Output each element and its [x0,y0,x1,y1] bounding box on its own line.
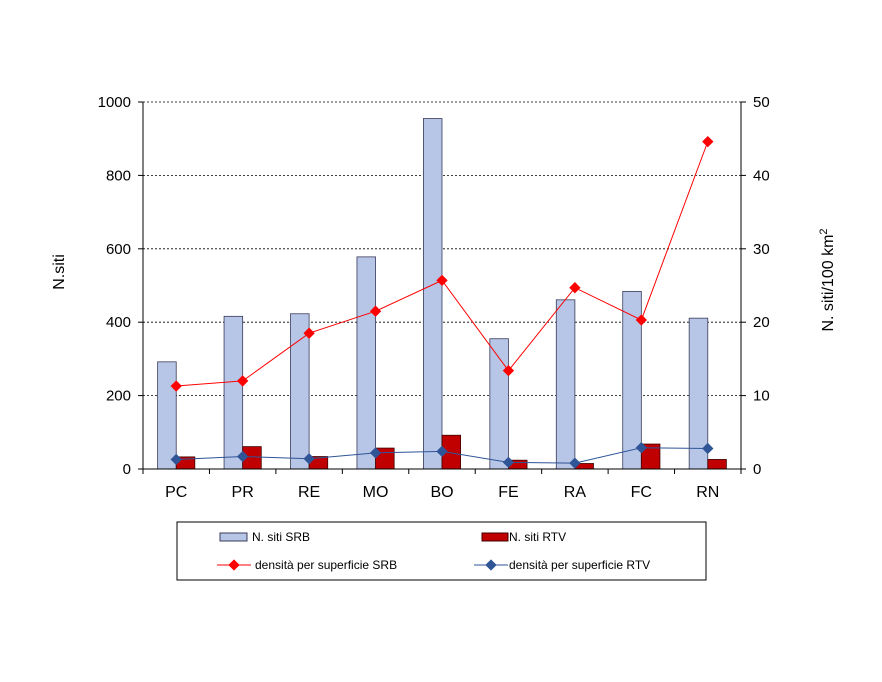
axes [142,102,742,470]
bar-srb [290,313,310,470]
x-tick-label: PR [232,484,254,501]
legend-marker-rtv-line [485,559,497,571]
x-axis-ticks: PC PR RE MO BO FE RA FC RN [142,469,742,501]
legend-box [176,521,707,581]
right-tick-label: 20 [753,314,770,331]
point-rtv [569,457,581,469]
y-left-axis-label: N.siti [51,254,68,290]
point-rtv [635,442,647,454]
x-tick-label: PC [165,484,187,501]
point-srb [635,314,647,326]
left-tick-label: 0 [123,461,131,478]
x-tick-label: MO [363,484,389,501]
point-srb [303,327,315,339]
point-rtv [369,447,382,459]
point-srb [237,375,249,387]
left-tick-label: 1000 [98,94,131,111]
legend-label-srb-line: densità per superficie SRB [255,558,397,572]
y-right-axis-label: N. siti/100 km2 [818,228,837,331]
point-rtv [436,445,448,458]
legend-marker-srb-line [228,559,240,571]
point-rtv [303,453,315,465]
legend-swatch-srb-bar [219,532,248,542]
point-srb [702,135,714,148]
right-tick-label: 30 [753,241,770,258]
left-tick-label: 200 [106,388,131,405]
point-srb [436,274,448,287]
right-tick-label: 50 [753,94,770,111]
x-tick-label: FC [631,484,652,501]
x-tick-label: RN [696,484,719,501]
legend-label-srb-bar: N. siti SRB [252,530,310,544]
left-tick-label: 800 [106,167,131,184]
bar-srb [555,299,576,470]
bar-srb [157,361,177,470]
left-tick-label: 400 [106,314,131,331]
right-tick-label: 40 [753,167,770,184]
point-srb [170,380,182,392]
bars [157,118,727,470]
point-rtv [502,456,515,469]
bar-srb [356,256,376,470]
lines [170,135,714,469]
y-right-axis-label-sup: 2 [818,228,830,234]
y-right-axis-label-text: N. siti/100 km [820,235,837,332]
legend-label-rtv-bar: N. siti RTV [509,530,566,544]
bar-srb [422,118,443,470]
left-axis-ticks: 0 200 400 600 800 1000 [98,94,143,478]
legend-label-rtv-line: densità per superficie RTV [509,558,650,572]
point-rtv [702,442,714,455]
point-srb [369,305,382,317]
x-tick-label: RE [298,484,320,501]
right-axis-ticks: 0 10 20 30 40 50 [741,94,770,478]
right-tick-label: 0 [753,461,761,478]
right-tick-label: 10 [753,388,770,405]
x-tick-label: BO [430,484,453,501]
x-tick-label: RA [564,484,587,501]
point-srb [502,364,515,377]
legend-swatch-rtv-bar [481,532,509,542]
left-tick-label: 600 [106,241,131,258]
point-srb [569,282,581,294]
legend: N. siti SRB N. siti RTV densità per supe… [176,521,707,581]
point-rtv [237,450,249,463]
point-rtv [170,453,182,466]
x-tick-label: FE [498,484,518,501]
bar-rtv [707,459,727,470]
bar-srb [223,315,244,470]
